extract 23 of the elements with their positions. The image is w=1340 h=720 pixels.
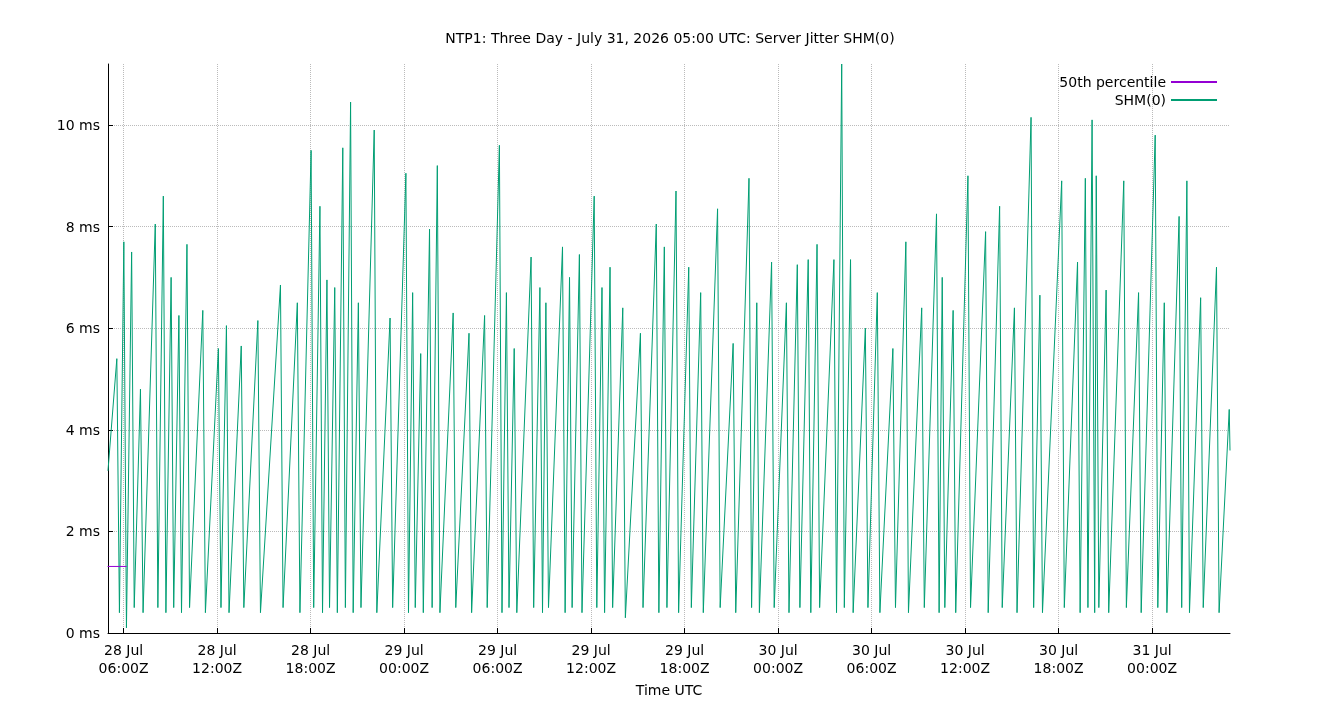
x-tick-label: 29 Jul 06:00Z: [472, 642, 523, 676]
legend-label: SHM(0): [1114, 92, 1166, 108]
x-tick-label: 29 Jul 18:00Z: [659, 642, 710, 676]
y-tick-label: 8 ms: [65, 218, 100, 235]
y-tick-label: 6 ms: [65, 320, 100, 337]
x-tick-label: 28 Jul 18:00Z: [285, 642, 336, 676]
x-tick-label: 30 Jul 12:00Z: [940, 642, 991, 676]
y-tick-label: 10 ms: [56, 116, 100, 133]
x-tick-label: 31 Jul 00:00Z: [1127, 642, 1178, 676]
y-tick-label: 4 ms: [65, 421, 100, 438]
x-tick-label: 29 Jul 00:00Z: [379, 642, 430, 676]
y-tick-label: 2 ms: [65, 523, 100, 540]
x-tick-label: 29 Jul 12:00Z: [566, 642, 617, 676]
x-tick-label: 30 Jul 00:00Z: [753, 642, 804, 676]
x-tick-label: 30 Jul 06:00Z: [846, 642, 897, 676]
x-tick-label: 28 Jul 12:00Z: [192, 642, 243, 676]
y-tick-label: 0 ms: [65, 625, 100, 641]
legend-label: 50th percentile: [1059, 74, 1166, 90]
chart-title: NTP1: Three Day - July 31, 2026 05:00 UTC: Server Jitter SHM(0): [445, 30, 895, 46]
x-axis-title: Time UTC: [634, 682, 703, 698]
line-series: [107, 63, 1231, 629]
x-tick-label: 30 Jul 18:00Z: [1033, 642, 1084, 676]
x-tick-label: 28 Jul 06:00Z: [98, 642, 149, 676]
